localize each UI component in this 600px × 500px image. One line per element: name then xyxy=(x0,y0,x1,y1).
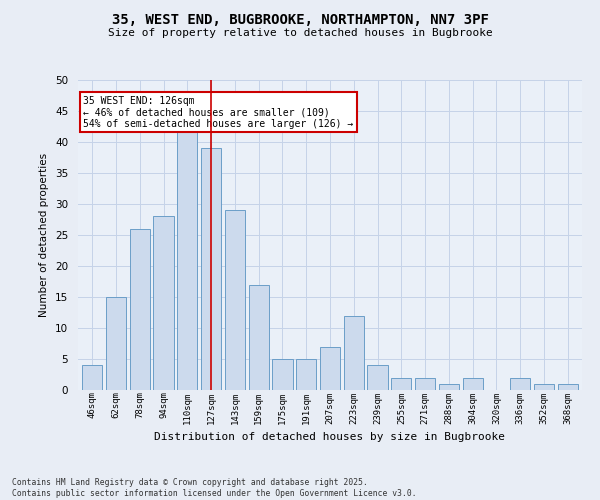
Bar xyxy=(557,384,578,390)
Bar xyxy=(296,359,316,390)
X-axis label: Distribution of detached houses by size in Bugbrooke: Distribution of detached houses by size … xyxy=(155,432,505,442)
Text: 35, WEST END, BUGBROOKE, NORTHAMPTON, NN7 3PF: 35, WEST END, BUGBROOKE, NORTHAMPTON, NN… xyxy=(112,12,488,26)
Bar xyxy=(391,378,412,390)
Bar xyxy=(272,359,293,390)
Bar xyxy=(463,378,483,390)
Bar xyxy=(106,297,126,390)
Bar xyxy=(510,378,530,390)
Bar xyxy=(177,130,197,390)
Bar xyxy=(439,384,459,390)
Bar xyxy=(248,284,269,390)
Y-axis label: Number of detached properties: Number of detached properties xyxy=(40,153,49,317)
Bar xyxy=(367,365,388,390)
Bar xyxy=(130,229,150,390)
Bar xyxy=(201,148,221,390)
Bar xyxy=(415,378,435,390)
Bar xyxy=(344,316,364,390)
Bar xyxy=(320,346,340,390)
Bar xyxy=(82,365,103,390)
Text: 35 WEST END: 126sqm
← 46% of detached houses are smaller (109)
54% of semi-detac: 35 WEST END: 126sqm ← 46% of detached ho… xyxy=(83,96,353,128)
Bar xyxy=(154,216,173,390)
Bar xyxy=(534,384,554,390)
Bar xyxy=(225,210,245,390)
Text: Size of property relative to detached houses in Bugbrooke: Size of property relative to detached ho… xyxy=(107,28,493,38)
Text: Contains HM Land Registry data © Crown copyright and database right 2025.
Contai: Contains HM Land Registry data © Crown c… xyxy=(12,478,416,498)
